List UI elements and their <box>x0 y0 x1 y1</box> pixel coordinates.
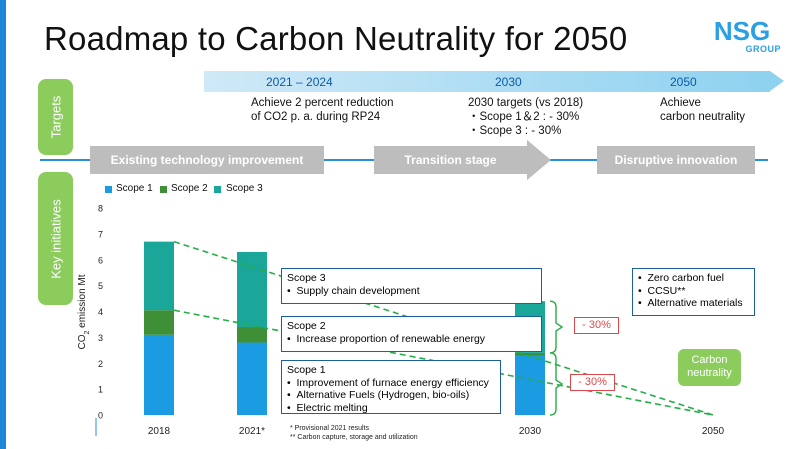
logo-text: NSG <box>713 16 771 46</box>
target-2050: Achieve carbon neutrality <box>660 96 745 124</box>
logo-subtitle: GROUP <box>745 44 781 54</box>
y-axis-label: CO2 emission Mt <box>77 274 91 349</box>
target-line: ・Scope 3 : - 30% <box>468 125 562 137</box>
bar-scope3-2018 <box>144 241 174 311</box>
x-axis: 2018 2021* 2030 2050 <box>148 426 725 437</box>
legend-swatch-scope3 <box>214 186 221 193</box>
timeline-band <box>204 71 770 92</box>
reduction-scope12: - 30% <box>570 374 615 391</box>
scope3-box: Scope 3 • Supply chain development <box>281 268 542 304</box>
slide-title: Roadmap to Carbon Neutrality for 2050 <box>44 20 628 57</box>
target-line: of CO2 p. a. during RP24 <box>251 111 381 123</box>
accent-bar <box>0 0 6 449</box>
bar-scope1-2018 <box>144 334 174 415</box>
timeline-arrow-icon <box>770 71 784 91</box>
y-tick-label: 6 <box>98 255 103 265</box>
reduction-scope3: - 30% <box>574 317 619 334</box>
scope2-box: Scope 2 • Increase proportion of renewab… <box>281 316 542 352</box>
y-tick-label: 2 <box>98 359 103 369</box>
scope3-title: Scope 3 <box>287 272 326 284</box>
bar-scope2-2030 <box>515 352 545 356</box>
scope3-item: • Supply chain development <box>287 284 420 297</box>
future-initiatives-box: • Zero carbon fuel • CCSU** • Alternativ… <box>632 268 755 316</box>
y-tick-label: 4 <box>98 307 103 317</box>
x-tick-label: 2030 <box>519 426 542 437</box>
stage-transition: Transition stage <box>374 146 527 174</box>
stage-disruptive-innovation: Disruptive innovation <box>597 146 755 174</box>
legend-scope2: Scope 2 <box>171 183 208 194</box>
scope1-item: • Improvement of furnace energy efficien… <box>287 376 489 389</box>
legend-scope3: Scope 3 <box>226 183 263 194</box>
bar-scope2-2021 <box>237 327 267 343</box>
period-label-2030: 2030 <box>495 75 522 89</box>
y-tick-label: 7 <box>98 229 103 239</box>
badge-line: neutrality <box>687 367 732 379</box>
footnote-provisional: * Provisional 2021 results <box>290 425 369 432</box>
footnote-ccsu: ** Carbon capture, storage and utilizati… <box>290 434 418 441</box>
carbon-neutrality-badge: Carbon neutrality <box>678 349 741 386</box>
scope1-box: Scope 1 • Improvement of furnace energy … <box>281 360 501 414</box>
bracket-scope12 <box>549 352 564 416</box>
x-tick-label: 2018 <box>148 426 171 437</box>
x-tick-label: 2021* <box>239 426 265 437</box>
bar-scope1-2030 <box>515 355 545 415</box>
period-label-2050: 2050 <box>670 75 697 89</box>
x-tick-label: 2050 <box>702 426 725 437</box>
bracket-scope3 <box>549 300 564 354</box>
y-tick-label: 1 <box>98 385 103 395</box>
future-item: • Alternative materials <box>638 297 743 309</box>
stage-existing-technology: Existing technology improvement <box>90 146 324 174</box>
target-line: carbon neutrality <box>660 111 746 123</box>
future-item: • CCSU** <box>638 284 686 297</box>
targets-tag: Targets <box>38 79 73 155</box>
legend-scope1: Scope 1 <box>116 183 153 194</box>
scope1-item: • Electric melting <box>287 401 368 414</box>
period-label-2021: 2021 – 2024 <box>266 75 333 89</box>
future-item: • Zero carbon fuel <box>638 272 724 284</box>
scope2-item: • Increase proportion of renewable energ… <box>287 332 486 345</box>
target-line: Achieve <box>660 97 701 109</box>
legend-swatch-scope2 <box>160 186 167 193</box>
target-line: 2030 targets (vs 2018) <box>468 97 584 109</box>
initiatives-tag: Key initiatives <box>38 172 73 305</box>
badge-line: Carbon <box>691 354 728 366</box>
scope2-title: Scope 2 <box>287 320 326 332</box>
y-tick-label: 3 <box>98 333 103 343</box>
nsg-logo: NSG GROUP <box>703 18 781 62</box>
y-axis: 0 1 2 3 4 5 6 7 8 <box>98 204 103 421</box>
y-tick-label: 0 <box>98 411 103 421</box>
target-2030: 2030 targets (vs 2018) ・Scope 1＆2 : - 30… <box>468 96 583 138</box>
scope1-title: Scope 1 <box>287 364 326 376</box>
target-line: ・Scope 1＆2 : - 30% <box>468 111 580 123</box>
target-2021: Achieve 2 percent reduction of CO2 p. a.… <box>251 96 394 124</box>
scope1-item: • Alternative Fuels (Hydrogen, bio-oils) <box>287 389 470 401</box>
legend-swatch-scope1 <box>105 186 112 193</box>
bar-scope2-2018 <box>144 310 174 335</box>
bar-scope3-2021 <box>237 251 267 328</box>
target-line: Achieve 2 percent reduction <box>251 97 394 109</box>
bar-scope1-2021 <box>237 342 267 415</box>
y-tick-label: 8 <box>98 204 103 214</box>
y-tick-label: 5 <box>98 281 103 291</box>
stage-arrow-icon <box>527 140 551 180</box>
